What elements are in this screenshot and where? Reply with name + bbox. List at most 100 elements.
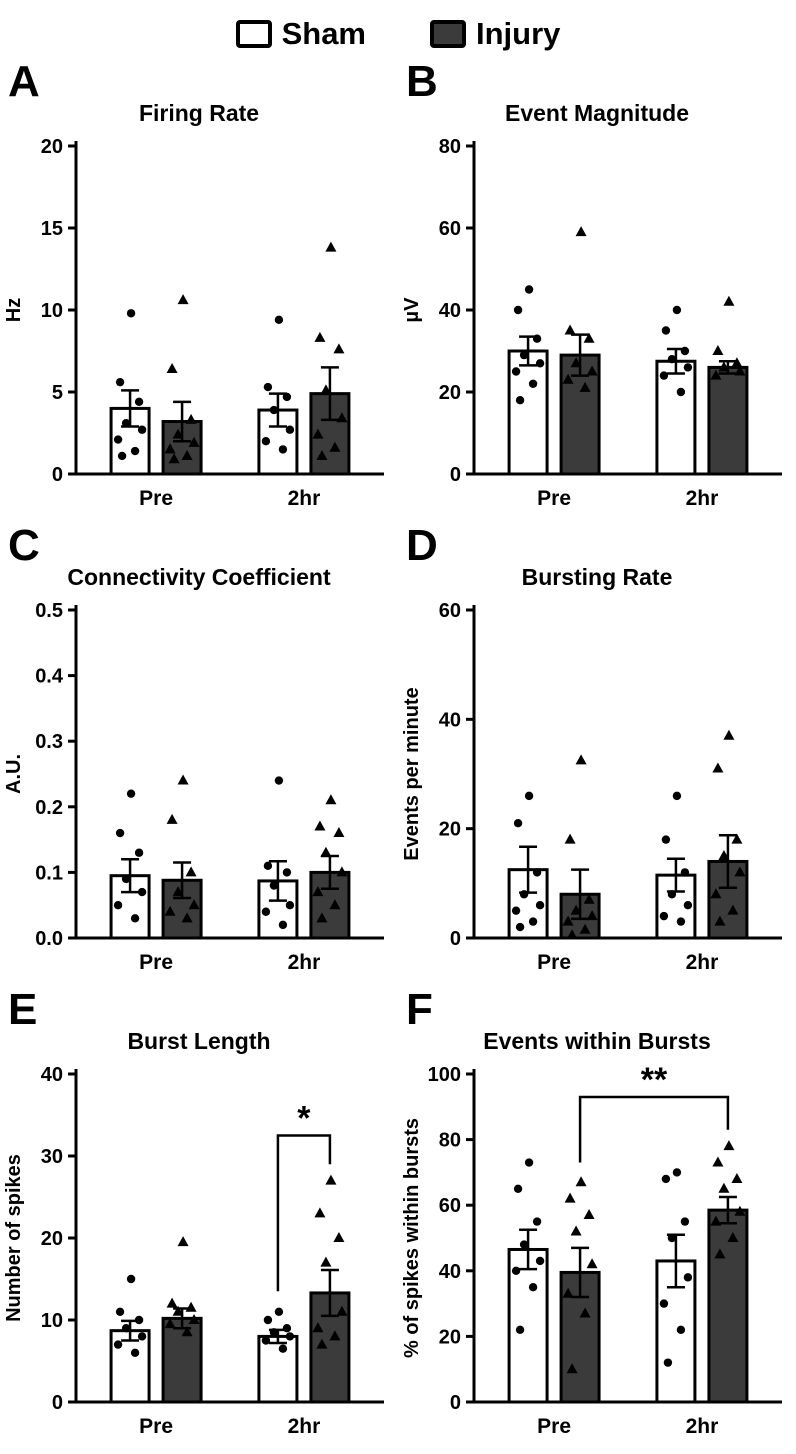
legend-label-sham: Sham [281, 16, 366, 51]
data-point-triangle [336, 412, 348, 423]
data-point-triangle [570, 904, 582, 915]
panel-title: Event Magnitude [504, 100, 689, 126]
data-point-triangle [586, 910, 598, 921]
data-point-circle [672, 791, 682, 801]
data-point-circle [676, 387, 686, 397]
data-point-triangle [188, 436, 200, 447]
data-point-circle [130, 446, 140, 456]
data-point-triangle [586, 365, 598, 376]
data-point-triangle [312, 1322, 324, 1333]
data-point-circle [121, 1324, 131, 1333]
data-point-circle [130, 914, 140, 923]
data-point-triangle [181, 912, 193, 923]
x-category-label: 2hr [288, 487, 321, 510]
data-point-circle [532, 1217, 542, 1226]
x-category-label: Pre [537, 951, 571, 974]
data-point-triangle [177, 1236, 189, 1247]
data-point-circle [137, 1332, 147, 1341]
chart-event-magnitude: 0 20 40 60 80 Pre 2hr µV [401, 136, 782, 510]
panel-letter: D [406, 521, 438, 570]
data-point-triangle [185, 413, 197, 424]
y-tick-label: 40 [439, 300, 461, 322]
data-point-circle [511, 906, 521, 915]
y-tick-label: 100 [428, 1064, 461, 1086]
data-point-circle [278, 445, 288, 454]
data-point-circle [672, 1168, 682, 1177]
data-point-triangle [583, 1209, 595, 1220]
data-point-triangle [566, 1363, 578, 1374]
y-tick-label: 10 [41, 1310, 63, 1332]
x-category-label: Pre [537, 487, 571, 510]
data-point-triangle [336, 1305, 348, 1316]
y-tick-label: 5 [52, 382, 63, 404]
data-point-circle [661, 326, 671, 335]
data-point-triangle [164, 1318, 176, 1329]
x-category-label: 2hr [288, 1415, 321, 1438]
chart-firing-rate: 0 5 10 15 20 Pre 2hr Hz [3, 136, 384, 510]
y-tick-label: 20 [41, 1228, 63, 1250]
data-point-triangle [727, 904, 739, 915]
data-point-circle [274, 776, 284, 785]
data-point-triangle [333, 827, 345, 838]
data-point-circle [513, 819, 523, 828]
data-point-triangle [164, 443, 176, 454]
y-tick-label: 0 [52, 1392, 63, 1414]
data-point-circle [513, 305, 523, 315]
data-point-circle [683, 363, 693, 372]
x-category-label: Pre [537, 1415, 571, 1438]
data-point-circle [535, 359, 545, 368]
x-category-label: 2hr [686, 487, 719, 510]
data-point-circle [659, 371, 669, 380]
data-point-circle [263, 861, 273, 871]
data-point-triangle [734, 866, 746, 877]
panel-title: Connectivity Coefficient [67, 564, 331, 590]
data-point-circle [515, 1325, 525, 1335]
panel-title: Bursting Rate [521, 564, 673, 590]
data-point-triangle [333, 343, 345, 354]
legend-item-injury: Injury [430, 16, 560, 52]
data-point-triangle [164, 905, 176, 916]
data-point-triangle [734, 1205, 746, 1216]
data-point-triangle [325, 794, 337, 805]
chart-bursting-rate: 0 20 40 60 Pre 2hr Events per minute [401, 600, 782, 974]
data-point-circle [511, 367, 521, 376]
data-point-circle [519, 350, 529, 360]
data-point-triangle [731, 357, 743, 368]
data-point-triangle [166, 363, 178, 374]
data-point-circle [137, 425, 147, 434]
chart-events-within-bursts: 0 20 40 60 80 100 Pre 2hr % of spikes within bur… [401, 1061, 782, 1438]
y-tick-label: 0 [450, 928, 461, 950]
data-point-triangle [320, 1256, 332, 1267]
data-point-triangle [718, 361, 730, 372]
y-tick-label: 20 [439, 1326, 461, 1348]
data-point-circle [528, 379, 538, 388]
data-point-triangle [314, 331, 326, 342]
data-point-circle [269, 405, 279, 415]
significance-bracket [276, 1134, 332, 1292]
data-point-triangle [714, 1248, 726, 1259]
data-point-circle [130, 1348, 140, 1357]
data-point-circle [532, 334, 542, 343]
y-axis-label: Events per minute [401, 687, 423, 860]
y-tick-label: 40 [439, 1261, 461, 1283]
panel-letter: F [406, 985, 433, 1034]
sham-swatch-icon [235, 20, 272, 48]
bar-sham-2hr [257, 1334, 299, 1404]
data-point-circle [532, 868, 542, 877]
data-point-circle [269, 881, 279, 890]
chart-connectivity-coefficient: 0.0 0.1 0.2 0.3 0.4 0.5 Pre 2hr A.U. [3, 600, 384, 974]
data-point-circle [113, 1340, 123, 1349]
data-point-circle [134, 397, 144, 407]
data-point-triangle [314, 1207, 326, 1218]
y-tick-label: 0.0 [35, 928, 63, 950]
y-tick-label: 80 [439, 1130, 461, 1152]
data-point-triangle [325, 241, 337, 252]
data-point-triangle [710, 888, 722, 899]
data-point-circle [683, 901, 693, 910]
data-point-triangle [579, 381, 591, 392]
data-point-circle [528, 1283, 538, 1292]
data-point-circle [117, 451, 127, 461]
data-point-circle [115, 377, 125, 387]
data-point-circle [282, 1324, 292, 1333]
bar-injury-2hr [707, 365, 749, 476]
